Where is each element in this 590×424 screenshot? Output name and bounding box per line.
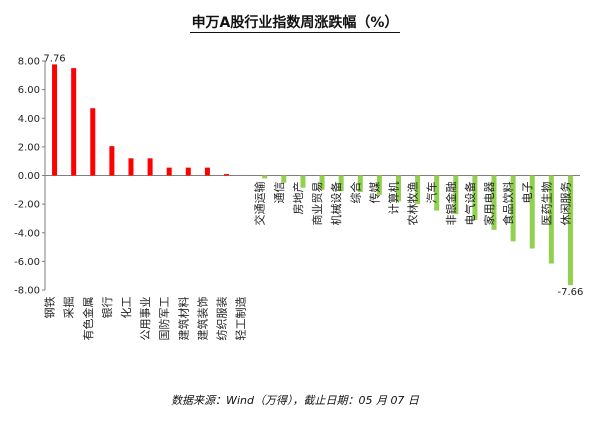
bar-26 <box>529 175 535 249</box>
bar-6 <box>147 158 153 176</box>
bar-20 <box>415 175 421 205</box>
x-tick-label: 计算机 <box>386 182 400 215</box>
source-note: 数据来源：Wind（万得），截止日期：05 月 07 日 <box>171 394 419 407</box>
bar-21 <box>434 175 440 211</box>
y-tick-label: -6.00 <box>14 257 40 268</box>
x-tick-label: 建筑材料 <box>176 297 190 341</box>
bar-27 <box>548 175 554 264</box>
x-tick-label: 通信 <box>273 182 286 204</box>
y-tick-label: 8.00 <box>18 57 40 68</box>
bar-23 <box>472 175 478 220</box>
x-tick-label: 化工 <box>119 297 133 319</box>
bar-4 <box>109 146 115 176</box>
x-tick-label: 房地产 <box>291 182 305 215</box>
x-tick-label: 纺织服装 <box>215 297 229 341</box>
bar-13 <box>281 175 287 183</box>
y-tick-label: 2.00 <box>18 142 40 153</box>
x-tick-label: 交通运输 <box>253 182 267 226</box>
bar-5 <box>128 158 134 176</box>
x-tick-label: 非银金融 <box>444 182 458 226</box>
x-tick-label: 轻工制造 <box>234 297 248 341</box>
bar-14 <box>300 175 306 188</box>
y-tick-label: -4.00 <box>14 228 40 239</box>
axes <box>42 60 580 291</box>
x-tick-label: 电气设备 <box>463 182 477 226</box>
bar-9 <box>204 167 210 176</box>
y-tick-label: 4.00 <box>18 114 40 125</box>
x-tick-label: 综合 <box>348 182 362 204</box>
x-tick-label: 银行 <box>100 297 114 319</box>
x-tick-label: 传媒 <box>368 182 381 204</box>
bar-17 <box>357 175 363 192</box>
x-tick-label: 商业贸易 <box>310 182 324 226</box>
bar-25 <box>510 175 516 242</box>
x-tick-label: 机械设备 <box>329 182 343 226</box>
bar-7 <box>166 167 172 176</box>
x-tick-label: 国防军工 <box>157 297 171 341</box>
bar-28 <box>567 175 573 286</box>
x-tick-label: 建筑装饰 <box>195 297 209 341</box>
x-tick-labels: 钢铁 采掘 有色金属 银行 化工 公用事业 国防军工 建筑材料 建筑装饰 纺织服装 轻工制造 交通运输… <box>44 181 573 340</box>
x-tick-label: 农林牧渔 <box>406 182 420 226</box>
bar-16 <box>338 175 344 192</box>
bar-19 <box>395 175 401 202</box>
y-tick-label: 6.00 <box>18 85 40 96</box>
bar-2 <box>71 68 77 176</box>
bar-24 <box>491 175 497 230</box>
x-tick-label: 食品饮料 <box>501 182 515 226</box>
y-tick-label: -8.00 <box>14 286 40 297</box>
x-tick-label: 公用事业 <box>139 297 152 341</box>
bars <box>52 64 573 286</box>
x-tick-label: 电子 <box>521 182 534 204</box>
bar-18 <box>376 175 382 195</box>
x-tick-label: 采掘 <box>62 297 76 319</box>
x-tick-label: 钢铁 <box>44 297 57 319</box>
x-tick-label: 医药生物 <box>539 182 553 226</box>
x-tick-label: 有色金属 <box>81 297 95 341</box>
data-label: -7.66 <box>558 287 584 298</box>
chart-title-text: 申万A股行业指数周涨跌幅（%） <box>189 15 401 33</box>
bar-15 <box>319 175 325 190</box>
bar-1 <box>52 64 58 176</box>
bar-12 <box>262 175 268 179</box>
data-labels: 7.76 -7.66 <box>43 53 583 298</box>
x-tick-label: 家用电器 <box>482 181 496 225</box>
bar-22 <box>453 175 459 215</box>
bar-8 <box>185 167 191 176</box>
data-label: 7.76 <box>43 53 65 64</box>
x-tick-label: 休闲服务 <box>558 182 572 226</box>
y-tick-labels: 8.00 6.00 4.00 2.00 0.00 -2.00 -4.00 -6.00 -8.00 <box>14 57 40 297</box>
x-tick-label: 汽车 <box>425 182 439 204</box>
y-tick-label: 0.00 <box>18 171 40 182</box>
bar-10 <box>224 174 230 176</box>
bar-3 <box>90 108 96 176</box>
y-tick-label: -2.00 <box>14 200 40 211</box>
chart-title: 申万A股行业指数周涨跌幅（%） <box>0 12 590 33</box>
